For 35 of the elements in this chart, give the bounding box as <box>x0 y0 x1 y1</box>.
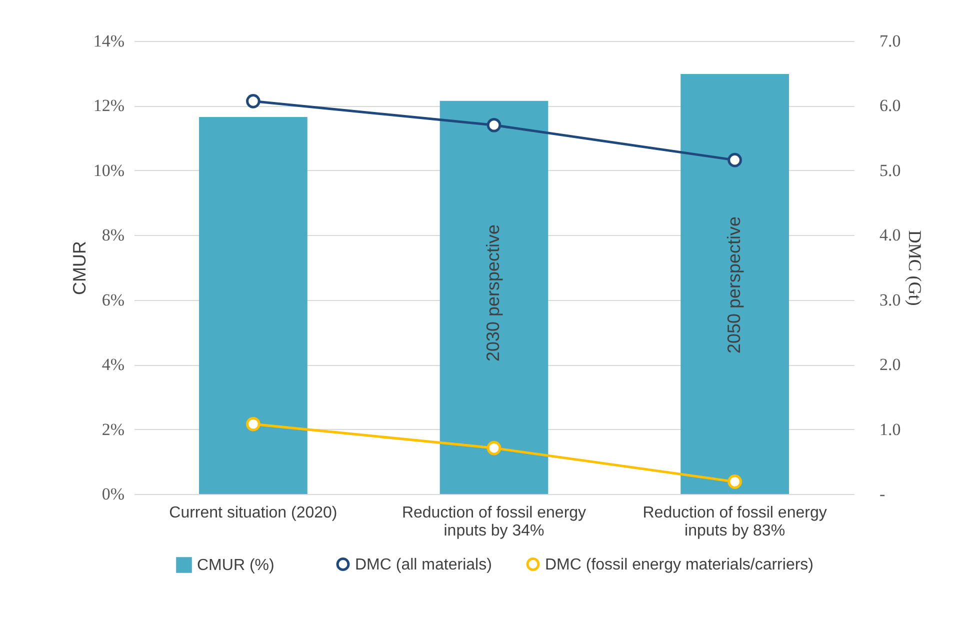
x-tick-label: Reduction of fossil energy inputs by 34% <box>402 504 586 540</box>
legend-label: DMC (fossil energy materials/carriers) <box>545 556 814 574</box>
annotation: 2050 perspective <box>724 216 744 354</box>
y-tick-label: 14% <box>93 32 124 50</box>
point <box>728 474 742 489</box>
point <box>728 152 742 168</box>
legend-label: DMC (all materials) <box>355 556 492 574</box>
y2-tick-label: - <box>880 484 886 504</box>
y2-tick-label: 6.0 <box>880 96 901 116</box>
legend-label: CMUR (%) <box>197 557 274 574</box>
point <box>486 440 502 456</box>
bar <box>440 100 548 494</box>
y2-tick-label: 5.0 <box>880 160 901 180</box>
y-tick-label: 2% <box>102 420 124 439</box>
y-axis-title: CMUR <box>69 241 90 295</box>
y2-tick-label: 3.0 <box>880 290 901 310</box>
y-tick-label: 6% <box>102 290 124 310</box>
y-tick-label: 0% <box>102 484 124 504</box>
y-tick-label: 12% <box>93 96 124 116</box>
y2-axis-title: DMC (Gt) <box>904 230 925 306</box>
point <box>246 94 260 108</box>
y2-tick-label: 2.0 <box>880 355 901 374</box>
bar <box>199 117 308 494</box>
y-tick-label: 10% <box>93 160 124 180</box>
y2-tick-label: 4.0 <box>880 226 901 245</box>
x-tick-label: Current situation (2020) <box>169 504 338 522</box>
y2-tick-label: 7.0 <box>880 32 901 50</box>
bar <box>680 74 789 494</box>
point <box>246 416 260 432</box>
y2-tick-label: 1.0 <box>880 420 901 439</box>
annotation: 2030 perspective <box>483 224 503 362</box>
x-tick-label: Reduction of fossil energy inputs by 83% <box>642 504 827 540</box>
y-tick-label: 8% <box>102 226 124 245</box>
point <box>486 118 502 132</box>
y-tick-label: 4% <box>102 355 124 374</box>
